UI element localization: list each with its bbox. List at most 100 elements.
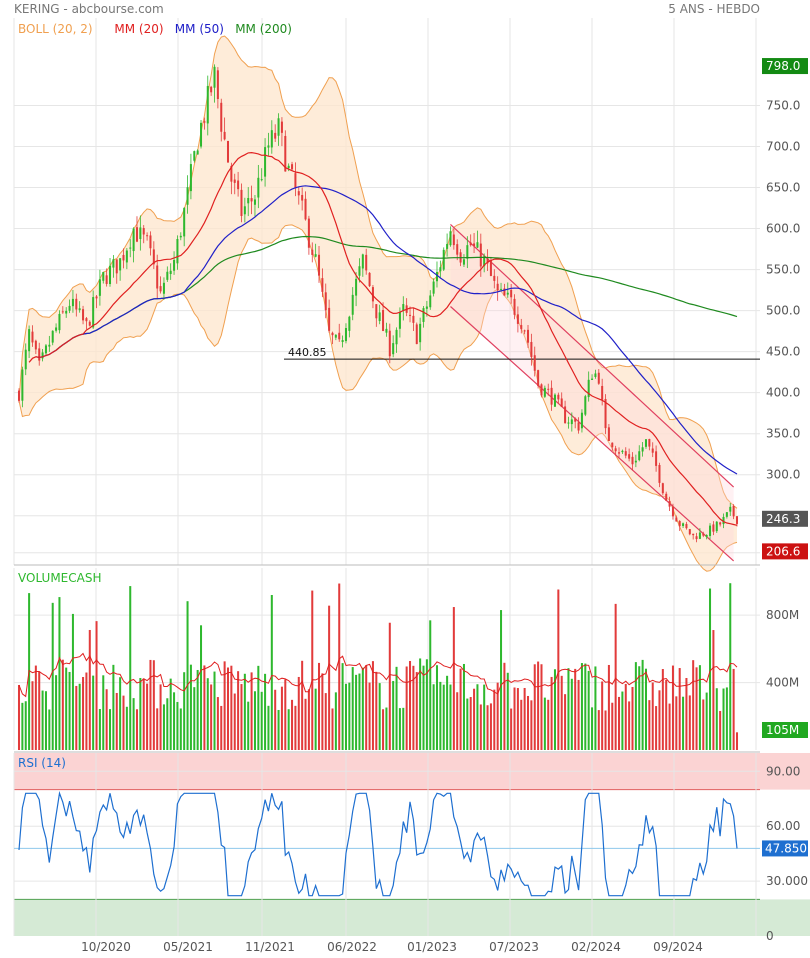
- candle-body: [351, 294, 354, 315]
- candle: [547, 383, 550, 396]
- volume-bar: [530, 700, 533, 750]
- candle-body: [530, 341, 533, 357]
- candle-body: [712, 524, 715, 532]
- volume-bar: [604, 710, 607, 750]
- candle: [500, 282, 503, 292]
- x-tick-label: 07/2023: [489, 940, 539, 954]
- candle: [439, 260, 442, 279]
- volume-bar: [698, 665, 701, 750]
- candle: [452, 228, 455, 250]
- volume-bar: [125, 706, 128, 750]
- candle: [560, 392, 563, 408]
- candle-body: [98, 279, 101, 296]
- candle: [550, 380, 553, 411]
- candle-body: [223, 131, 226, 140]
- volume-bar: [78, 683, 81, 750]
- candle-body: [243, 206, 246, 215]
- candle-body: [409, 314, 412, 316]
- candle: [280, 117, 283, 147]
- candle: [24, 343, 27, 376]
- volume-bar: [570, 678, 573, 750]
- candle-body: [135, 227, 138, 242]
- candle: [92, 290, 95, 329]
- candle: [31, 325, 34, 347]
- volume-bar: [135, 709, 138, 750]
- volume-bar: [607, 664, 610, 750]
- volume-bar: [520, 699, 523, 750]
- candle-body: [540, 384, 543, 396]
- last-rsi-tag-bg: [762, 840, 808, 857]
- volume-bar: [149, 659, 152, 750]
- candle-body: [331, 332, 334, 336]
- candle: [709, 523, 712, 539]
- candle-body: [688, 529, 691, 535]
- candle-body: [125, 250, 128, 263]
- volume-bar: [597, 710, 600, 750]
- candle: [200, 119, 203, 149]
- candle-body: [200, 122, 203, 147]
- candle: [631, 452, 634, 471]
- x-tick-label: 01/2023: [407, 940, 457, 954]
- candle: [506, 282, 509, 298]
- candle-body: [34, 340, 37, 350]
- candle-body: [102, 271, 105, 281]
- candle-body: [732, 506, 735, 517]
- volume-bar: [321, 673, 324, 750]
- price-tick-label: 450.0: [766, 345, 800, 359]
- volume-bar: [665, 680, 668, 750]
- volume-bar: [200, 625, 203, 750]
- candle-body: [489, 260, 492, 276]
- candle: [419, 317, 422, 351]
- candle-body: [142, 228, 145, 235]
- last-price-tag-bg: [762, 510, 808, 527]
- volume-bar: [729, 583, 732, 750]
- candle: [375, 304, 378, 327]
- x-tick-label: 06/2022: [327, 940, 377, 954]
- volume-bar: [240, 684, 243, 750]
- candle: [429, 290, 432, 310]
- candle-body: [621, 450, 624, 453]
- candle: [368, 272, 371, 287]
- channel-fill: [450, 224, 734, 561]
- volume-bar: [196, 669, 199, 750]
- candle: [65, 307, 68, 318]
- volume-bar: [449, 684, 452, 750]
- candle-body: [601, 385, 604, 400]
- volume-bar: [584, 663, 587, 750]
- volume-bar: [311, 590, 314, 750]
- candle: [523, 329, 526, 335]
- candle: [510, 283, 513, 304]
- candle: [682, 522, 685, 529]
- candle-body: [567, 422, 570, 424]
- legend-item: MM (200): [235, 22, 292, 36]
- volume-bar: [510, 708, 513, 750]
- candle: [446, 233, 449, 257]
- volume-bar: [442, 684, 445, 750]
- candle-body: [183, 208, 186, 237]
- candle-body: [368, 272, 371, 287]
- candle: [156, 254, 159, 300]
- candle-body: [41, 352, 44, 359]
- candle: [61, 306, 64, 314]
- candle-body: [260, 179, 263, 181]
- candle-body: [570, 419, 573, 425]
- candle: [641, 442, 644, 457]
- candle: [496, 276, 499, 301]
- candle-body: [210, 86, 213, 93]
- candle-body: [658, 464, 661, 483]
- candle: [614, 445, 617, 456]
- candle: [206, 75, 209, 136]
- candle: [385, 322, 388, 337]
- candle-body: [543, 387, 546, 397]
- volume-bar: [146, 683, 149, 750]
- candle-body: [392, 343, 395, 355]
- volume-bar: [560, 675, 563, 750]
- volume-bar: [392, 681, 395, 750]
- candle-body: [24, 349, 27, 370]
- candle: [28, 325, 31, 359]
- candle: [651, 442, 654, 458]
- volume-bar: [462, 663, 465, 750]
- candle-body: [435, 271, 439, 282]
- candle: [432, 278, 435, 297]
- candle-body: [149, 235, 152, 249]
